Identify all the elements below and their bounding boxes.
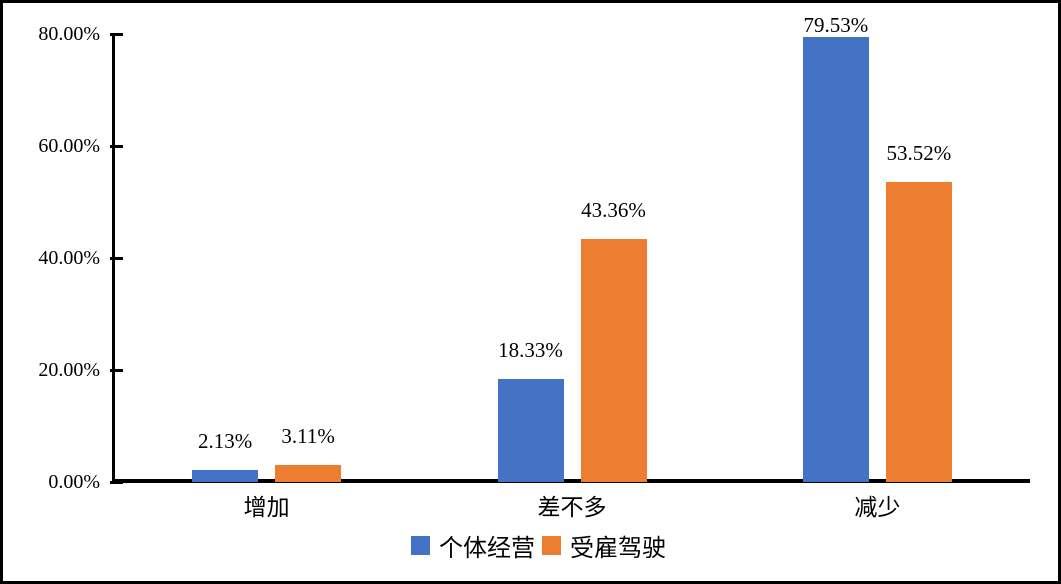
y-axis-tick xyxy=(110,144,123,148)
legend-label-series-2: 受雇驾驶 xyxy=(570,535,666,562)
bar-series1-减少 xyxy=(802,36,869,482)
y-axis-tick xyxy=(110,480,123,484)
x-axis-line xyxy=(112,479,1030,483)
legend-swatch-orange-square xyxy=(542,535,561,555)
data-label-series1-减少: 79.53% xyxy=(803,13,869,37)
data-label-series2-减少: 53.52% xyxy=(886,141,952,166)
bar-series2-减少 xyxy=(885,182,952,482)
y-axis-tick xyxy=(110,256,123,260)
data-label-series1-差不多: 18.33% xyxy=(498,338,563,363)
y-axis-tick-label: 20.00% xyxy=(38,359,100,381)
x-axis-category-label: 减少 xyxy=(854,495,901,520)
bar-series2-增加 xyxy=(275,464,342,482)
legend-item-series-2: 受雇驾驶 xyxy=(542,528,666,563)
data-label-series2-增加: 3.11% xyxy=(281,423,335,448)
x-axis-category-label: 差不多 xyxy=(537,495,607,520)
y-axis-tick-label: 80.00% xyxy=(38,23,100,45)
bar-series1-增加 xyxy=(192,470,259,482)
legend-swatch-blue-square xyxy=(411,535,430,555)
y-axis-tick-label: 0.00% xyxy=(48,471,100,493)
x-axis-category-label: 增加 xyxy=(243,495,290,520)
bar-series2-差不多 xyxy=(580,239,647,482)
legend-item-series-1: 个体经营 xyxy=(411,528,535,563)
y-axis-tick xyxy=(110,32,123,36)
legend-label-series-1: 个体经营 xyxy=(439,535,535,562)
data-label-series2-差不多: 43.36% xyxy=(581,198,646,223)
chart-legend: 个体经营 受雇驾驶 xyxy=(16,531,1061,562)
y-axis-tick-label: 60.00% xyxy=(38,135,100,157)
y-axis-tick-label: 40.00% xyxy=(38,247,100,269)
bar-series1-差不多 xyxy=(497,379,564,482)
y-axis-tick xyxy=(110,368,123,372)
data-label-series1-增加: 2.13% xyxy=(198,429,253,454)
